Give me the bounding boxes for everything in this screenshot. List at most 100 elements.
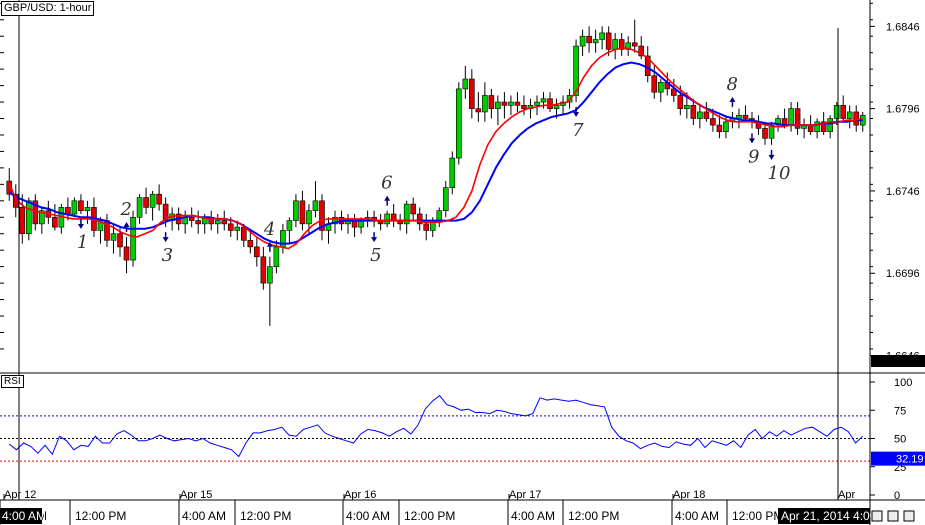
candle-bear bbox=[742, 114, 749, 119]
sell-arrow-icon bbox=[162, 237, 169, 243]
candle-bear bbox=[586, 35, 592, 44]
candle-bull bbox=[612, 39, 618, 50]
candle-bear bbox=[794, 108, 801, 129]
candle-bull bbox=[110, 233, 117, 241]
time-label: 12:00 PM bbox=[404, 509, 455, 523]
candle-bull bbox=[788, 108, 794, 126]
price-tick-label: 1.6846 bbox=[886, 21, 920, 33]
candle-bull bbox=[592, 39, 599, 44]
candle-bull bbox=[579, 35, 586, 47]
date-label: Apr 16 bbox=[344, 489, 376, 501]
rsi-value-tag bbox=[871, 451, 925, 466]
date-label: Apr 12 bbox=[4, 489, 36, 501]
signal-label: 3 bbox=[162, 245, 173, 266]
candle-bull bbox=[697, 111, 703, 119]
signal-label: 4 bbox=[263, 219, 275, 240]
candle-bull bbox=[39, 210, 45, 225]
candle-bear bbox=[227, 223, 234, 231]
candle-bear bbox=[254, 246, 260, 258]
time-cursor-label: Apr 21, 2014 4:00 bbox=[781, 509, 877, 523]
candle-bull bbox=[846, 111, 853, 119]
candle-bear bbox=[65, 207, 71, 215]
zoom-icon bbox=[871, 510, 883, 522]
candle-bear bbox=[469, 78, 475, 109]
sell-arrow-icon bbox=[573, 112, 580, 118]
time-cursor-tag-left bbox=[0, 508, 42, 524]
date-label: Apr 18 bbox=[673, 489, 705, 501]
candle-bull bbox=[442, 187, 449, 211]
buy-arrow-icon bbox=[266, 241, 273, 247]
candle-bull bbox=[306, 210, 312, 225]
rsi-plot bbox=[0, 394, 870, 462]
candle-bear bbox=[618, 39, 625, 50]
candle-bull bbox=[84, 207, 91, 211]
date-label: Apr 15 bbox=[180, 489, 212, 501]
candle-bull bbox=[540, 98, 547, 103]
rsi-line bbox=[8, 394, 864, 458]
candle-bear bbox=[117, 233, 123, 248]
candle-bull bbox=[267, 266, 273, 284]
date-label: Apr 17 bbox=[509, 489, 541, 501]
candle-bull bbox=[456, 88, 462, 159]
candle-bear bbox=[6, 180, 13, 195]
candle-bear bbox=[423, 223, 430, 231]
ema-slow-line bbox=[8, 61, 863, 245]
time-label: 12:00 PM bbox=[240, 509, 291, 523]
candle-bear bbox=[390, 213, 397, 221]
candle-bull bbox=[214, 220, 221, 225]
date-label: Apr bbox=[838, 489, 855, 501]
candle-bull bbox=[462, 78, 469, 90]
candle-bear bbox=[299, 200, 306, 225]
candle-bear bbox=[488, 95, 495, 109]
candle-bear bbox=[605, 32, 612, 50]
candle-bear bbox=[416, 213, 423, 225]
candle-bear bbox=[762, 128, 768, 139]
candle-bear bbox=[703, 111, 710, 119]
time-cursor-tag bbox=[778, 508, 870, 524]
candle-bull bbox=[384, 213, 390, 225]
time-label: 4:00 AM bbox=[511, 509, 555, 523]
candle-bear bbox=[853, 111, 860, 126]
candle-bear bbox=[710, 118, 716, 126]
candle-bear bbox=[156, 193, 162, 205]
time-cursor-label-left: 4:00 AM bbox=[2, 509, 46, 523]
candle-bull bbox=[286, 220, 293, 231]
candle-bull bbox=[768, 124, 775, 139]
candle-bear bbox=[547, 98, 553, 109]
candle-bull bbox=[827, 118, 833, 132]
candle-bear bbox=[638, 45, 645, 57]
buy-arrow-icon bbox=[123, 222, 130, 228]
signal-label: 7 bbox=[572, 120, 584, 141]
rsi-tick-label: 50 bbox=[894, 434, 906, 446]
candle-bull bbox=[534, 101, 540, 106]
candle-bear bbox=[651, 75, 658, 93]
signal-label: 5 bbox=[370, 245, 381, 266]
ema-fast-line bbox=[8, 46, 863, 250]
sell-arrow-icon bbox=[768, 154, 775, 160]
price-plot: 1 2 3 4 5 6 7 8 9 10 bbox=[6, 19, 866, 326]
candle-bear bbox=[501, 101, 508, 106]
candle-bear bbox=[19, 207, 26, 235]
signal-label: 8 bbox=[726, 74, 737, 95]
price-tick-label: 1.6746 bbox=[886, 186, 920, 198]
candle-bear bbox=[475, 108, 482, 113]
candle-bear bbox=[840, 105, 846, 119]
candle-bear bbox=[410, 203, 416, 215]
sell-arrow-icon bbox=[371, 237, 378, 243]
candle-bear bbox=[143, 197, 149, 208]
sell-arrow-icon bbox=[748, 138, 755, 144]
candle-bear bbox=[260, 256, 267, 284]
candle-bull bbox=[723, 121, 729, 132]
candle-bear bbox=[195, 220, 201, 225]
time-label: 4:00 AM bbox=[182, 509, 226, 523]
minus-icon bbox=[887, 510, 899, 522]
candle-bull bbox=[599, 32, 605, 40]
candle-bull bbox=[495, 101, 501, 109]
candle-bull bbox=[312, 200, 319, 211]
time-label: 12:00 PM bbox=[732, 509, 783, 523]
candle-bear bbox=[319, 200, 325, 231]
chart-title: GBP/USD: 1-hour bbox=[1, 1, 95, 16]
